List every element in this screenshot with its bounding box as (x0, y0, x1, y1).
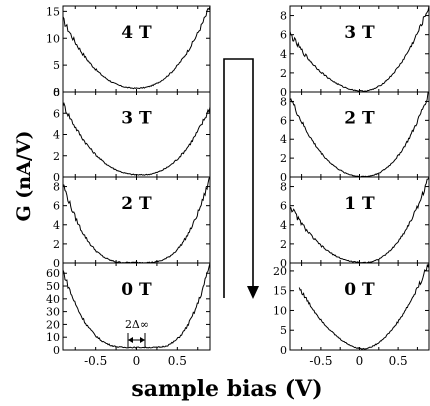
y-axis-title: G (nA/V) (13, 130, 35, 221)
field-label: 3 T (121, 108, 152, 128)
y-tick-label: 0 (53, 171, 60, 184)
y-tick-label: 10 (273, 304, 287, 317)
panel-right-3: 0 5 10 15 20 -0.5 0 0.5 0 T (273, 262, 430, 368)
y-tick-label: 15 (46, 5, 60, 18)
field-sequence-arrow (223, 58, 259, 299)
y-tick-label: 8 (53, 86, 60, 99)
y-tick-label: 0 (280, 257, 287, 270)
y-tick-label: 5 (53, 59, 60, 72)
field-label: 1 T (344, 194, 375, 214)
field-label: 4 T (121, 23, 152, 43)
y-tick-label: 2 (280, 152, 287, 165)
y-tick-label: 2 (280, 238, 287, 251)
y-tick-label: 6 (280, 114, 287, 127)
field-label: 2 T (344, 108, 375, 128)
series-line (289, 5, 430, 93)
series-line (62, 102, 211, 176)
series-line (289, 91, 430, 178)
y-tick-label: 6 (53, 200, 60, 213)
panel-frame (289, 91, 430, 178)
field-label: 2 T (121, 194, 152, 214)
series-line (62, 176, 211, 264)
gap-annotation-label: 2Δ∞ (125, 318, 149, 331)
y-tick-label: 4 (280, 133, 287, 146)
panel-left-2: 0 2 4 6 8 2 T (53, 176, 211, 270)
x-axis-title: sample bias (V) (131, 376, 322, 402)
y-tick-label: 20 (273, 265, 287, 278)
y-tick-label: 0 (280, 86, 287, 99)
y-tick-label: 0 (53, 86, 60, 99)
y-tick-label: 8 (280, 181, 287, 194)
y-tick-label: 0 (280, 344, 287, 357)
field-label: 0 T (344, 280, 375, 300)
y-tick-label: 0 (53, 257, 60, 270)
panel-frame (62, 262, 211, 351)
y-tick-label: 10 (46, 331, 60, 344)
y-tick-label: 6 (280, 200, 287, 213)
y-tick-label: 40 (46, 293, 60, 306)
y-tick-label: 8 (53, 181, 60, 194)
x-tick-label: 0.5 (389, 354, 408, 368)
series-line (298, 262, 430, 350)
y-tick-label: 0 (280, 171, 287, 184)
gap-annotation: 2Δ∞ (125, 318, 149, 348)
panel-right-2: 0 2 4 6 8 1 T (280, 176, 430, 270)
field-label: 0 T (121, 280, 152, 300)
y-tick-label: 50 (46, 280, 60, 293)
field-label: 3 T (344, 23, 375, 43)
y-tick-label: 2 (280, 67, 287, 80)
x-tick-label: 0.5 (168, 354, 187, 368)
panel-frame (62, 176, 211, 264)
y-tick-label: 30 (46, 306, 60, 319)
y-tick-label: 8 (280, 10, 287, 23)
panel-frame (289, 5, 430, 93)
y-tick-label: 20 (46, 318, 60, 331)
y-tick-label: 2 (53, 150, 60, 163)
panel-right-0: 0 2 4 6 8 3 T (280, 5, 430, 99)
y-tick-label: 60 (46, 267, 60, 280)
x-tick-label: -0.5 (84, 354, 107, 368)
y-tick-label: 8 (280, 95, 287, 108)
y-tick-label: 4 (280, 48, 287, 61)
y-tick-label: 5 (280, 324, 287, 337)
panel-left-0: 0 5 10 15 4 T (46, 5, 211, 99)
series-line (62, 262, 211, 349)
y-tick-label: 6 (280, 29, 287, 42)
y-tick-label: 4 (53, 219, 60, 232)
x-tick-label: -0.5 (309, 354, 332, 368)
y-tick-label: 2 (53, 238, 60, 251)
series-line (62, 6, 211, 90)
y-tick-label: 6 (53, 107, 60, 120)
x-tick-label: 0 (356, 354, 364, 368)
y-tick-label: 10 (46, 32, 60, 45)
panel-left-1: 0 2 4 6 8 3 T (53, 86, 211, 184)
y-tick-label: 4 (53, 129, 60, 142)
x-tick-label: 0 (133, 354, 141, 368)
panel-frame (62, 91, 211, 178)
panel-right-1: 0 2 4 6 8 2 T (280, 91, 430, 184)
y-tick-label: 15 (273, 285, 287, 298)
y-tick-label: 4 (280, 219, 287, 232)
series-line (289, 176, 430, 264)
panel-frame (289, 176, 430, 264)
y-tick-label: 0 (53, 344, 60, 357)
panel-frame (62, 5, 211, 93)
